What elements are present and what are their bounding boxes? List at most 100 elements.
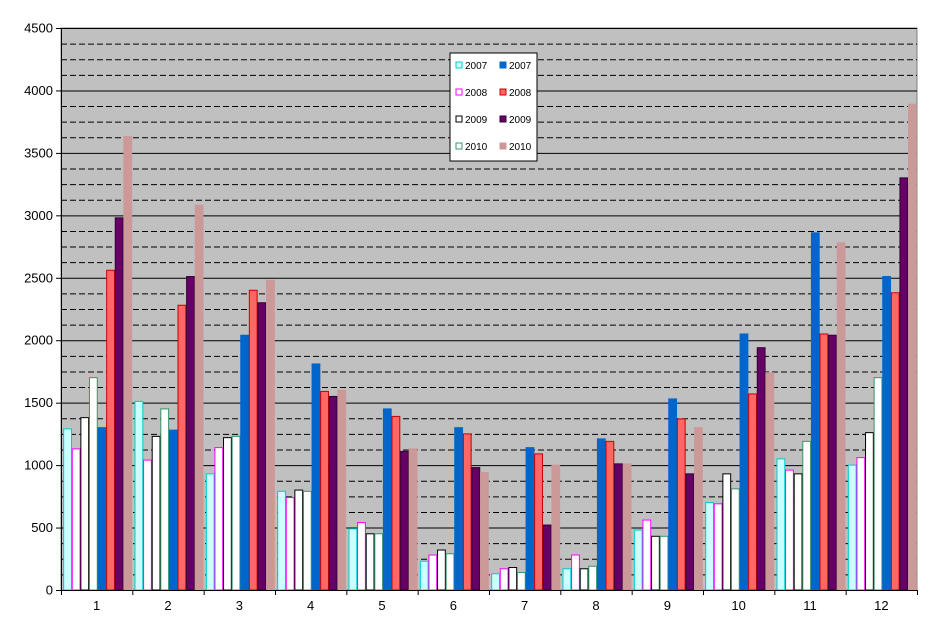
bar-series-8-cat-11 <box>836 242 846 591</box>
legend-swatch <box>499 88 507 96</box>
bar-series-1-cat-7 <box>491 573 500 591</box>
bar-series-7-cat-1 <box>114 217 124 591</box>
bar-series-1-cat-3 <box>205 473 215 591</box>
bar-series-2-cat-10 <box>713 503 723 591</box>
bar-series-2-cat-11 <box>785 469 794 591</box>
bar-series-1-cat-8 <box>562 568 572 591</box>
bar-series-3-cat-1 <box>80 417 90 591</box>
bar-series-2-cat-2 <box>143 459 152 591</box>
bar-series-6-cat-6 <box>462 433 472 591</box>
x-tick-label: 1 <box>93 598 100 613</box>
bar-series-2-cat-12 <box>856 457 866 591</box>
bar-series-4-cat-4 <box>302 490 312 591</box>
legend-label: 2010 <box>509 142 532 153</box>
bar-series-1-cat-10 <box>705 502 714 591</box>
y-tick-label: 4500 <box>24 21 53 36</box>
bar-series-6-cat-1 <box>106 269 115 591</box>
bar-series-1-cat-5 <box>348 528 358 591</box>
bar-series-4-cat-10 <box>730 488 740 591</box>
bar-series-3-cat-8 <box>579 568 589 591</box>
bar-series-2-cat-8 <box>571 554 580 591</box>
y-tick-label: 0 <box>46 583 53 598</box>
bar-series-2-cat-4 <box>285 497 295 591</box>
bar-series-7-cat-11 <box>828 334 837 591</box>
bar-series-7-cat-9 <box>685 473 695 591</box>
y-tick-label: 3500 <box>24 145 53 160</box>
legend-swatch <box>455 88 463 96</box>
y-tick-label: 4000 <box>24 83 53 98</box>
bar-series-5-cat-9 <box>668 398 678 591</box>
bar-series-2-cat-6 <box>428 554 438 591</box>
bar-series-1-cat-1 <box>63 428 72 591</box>
bar-series-4-cat-2 <box>160 408 170 591</box>
y-tick-label: 2000 <box>24 333 53 348</box>
x-tick-label: 9 <box>664 598 671 613</box>
bar-series-8-cat-4 <box>337 389 347 591</box>
bar-series-5-cat-11 <box>810 232 820 591</box>
x-tick-label: 3 <box>236 598 243 613</box>
x-tick-label: 10 <box>731 598 745 613</box>
bar-series-8-cat-9 <box>694 427 703 591</box>
bar-series-7-cat-12 <box>899 177 909 591</box>
bar-series-6-cat-2 <box>177 304 187 591</box>
bar-series-6-cat-3 <box>248 289 258 591</box>
bar-series-1-cat-4 <box>277 490 286 591</box>
bar-series-8-cat-6 <box>480 472 489 591</box>
bar-series-1-cat-2 <box>134 400 144 591</box>
bar-series-1-cat-11 <box>776 458 786 591</box>
bar-series-5-cat-10 <box>739 333 749 591</box>
bar-series-8-cat-10 <box>765 372 775 591</box>
bar-series-4-cat-7 <box>516 572 526 591</box>
bar-series-1-cat-6 <box>419 560 429 591</box>
legend-label: 2010 <box>465 142 488 153</box>
bar-series-2-cat-9 <box>642 519 652 591</box>
bar-series-3-cat-9 <box>651 535 660 591</box>
bar-series-4-cat-6 <box>445 553 455 591</box>
bar-series-2-cat-3 <box>214 447 224 591</box>
bar-series-3-cat-2 <box>151 435 161 591</box>
bar-series-3-cat-6 <box>437 549 446 591</box>
legend-swatch <box>455 142 463 150</box>
bar-series-3-cat-7 <box>508 567 518 591</box>
bar-series-5-cat-1 <box>97 427 107 591</box>
bar-series-5-cat-7 <box>525 447 535 591</box>
bar-series-3-cat-3 <box>223 437 232 591</box>
bar-series-2-cat-5 <box>357 522 366 591</box>
bar-series-5-cat-4 <box>311 363 321 591</box>
bar-series-5-cat-8 <box>596 438 606 591</box>
bar-series-1-cat-9 <box>633 529 643 591</box>
bar-series-6-cat-11 <box>819 333 829 591</box>
legend-swatch <box>499 115 507 123</box>
legend-label: 2009 <box>509 115 532 126</box>
y-tick-label: 1500 <box>24 395 53 410</box>
legend-label: 2007 <box>465 61 488 72</box>
bar-series-2-cat-7 <box>499 568 509 591</box>
bar-series-7-cat-4 <box>328 395 338 591</box>
bar-series-6-cat-12 <box>890 292 900 591</box>
bar-series-8-cat-3 <box>266 279 275 591</box>
bar-series-5-cat-3 <box>240 334 250 591</box>
legend-label: 2009 <box>465 115 488 126</box>
x-tick-label: 4 <box>307 598 314 613</box>
bar-series-3-cat-10 <box>722 473 732 591</box>
x-tick-label: 5 <box>378 598 385 613</box>
legend-swatch <box>499 61 507 69</box>
bar-series-3-cat-5 <box>365 533 375 591</box>
y-tick-label: 3000 <box>24 208 53 223</box>
bar-series-4-cat-11 <box>802 440 812 591</box>
bar-series-4-cat-5 <box>374 533 384 591</box>
legend-box <box>449 52 538 162</box>
bar-series-6-cat-10 <box>748 393 757 591</box>
x-tick-label: 11 <box>803 598 817 613</box>
legend-label: 2008 <box>509 88 532 99</box>
x-tick-label: 6 <box>450 598 457 613</box>
bar-series-3-cat-4 <box>294 489 304 591</box>
bar-series-5-cat-2 <box>168 429 178 591</box>
bar-series-4-cat-12 <box>873 377 883 591</box>
bar-series-7-cat-6 <box>471 467 481 591</box>
bar-series-1-cat-12 <box>847 464 857 591</box>
legend-label: 2007 <box>509 61 532 72</box>
bar-series-4-cat-9 <box>659 535 669 591</box>
